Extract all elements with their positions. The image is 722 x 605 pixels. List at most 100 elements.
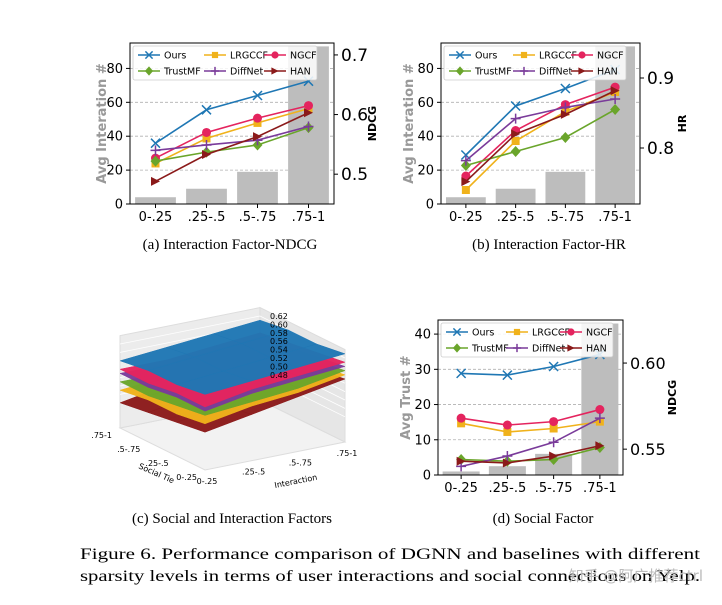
y-axis-label-interaction: Interaction xyxy=(274,473,318,490)
y-axis-label-left: Avg Trust # xyxy=(399,355,414,439)
point-ngcf-1 xyxy=(502,420,512,430)
y-tick-label-interaction: .75-1 xyxy=(337,449,358,458)
y-tick-label-left: 20 xyxy=(414,398,431,413)
plot-frame xyxy=(437,319,624,476)
y-tick-label-left: 20 xyxy=(106,164,123,179)
point-ours-2 xyxy=(252,90,263,101)
series-line-trustmf xyxy=(461,446,601,463)
y-tick-label-left: 0 xyxy=(423,469,431,484)
y-tick-label-left: 30 xyxy=(414,363,431,378)
legend-label-han: HAN xyxy=(586,344,607,355)
series-line-han xyxy=(155,112,309,183)
point-han-3 xyxy=(595,441,605,451)
legend-label-han: HAN xyxy=(290,67,311,78)
point-han-2 xyxy=(253,132,262,142)
series-line-lrgccf xyxy=(460,420,600,433)
y-tick-label-right: 0.55 xyxy=(630,440,666,459)
legend-label-ours: Ours xyxy=(164,51,186,62)
y-tick-label-left: 0 xyxy=(426,198,434,213)
y-tick-label-left: 10 xyxy=(414,433,431,448)
surface-ours xyxy=(269,343,346,368)
legend-marker-ngcf xyxy=(567,328,575,336)
watermark: 知乎 @阿广推荐ctrl xyxy=(569,567,703,585)
legend-label-lrgccf: LRGCCF xyxy=(532,328,570,339)
point-trustmf-3 xyxy=(610,104,621,115)
y-tick-label-right: 0.6 xyxy=(341,106,368,126)
caption-a: (a) Interaction Factor-NDCG xyxy=(143,237,318,253)
y-tick-label-interaction: .25-.5 xyxy=(242,468,265,477)
z-tick-label: 0.56 xyxy=(270,337,288,346)
point-lrgccf-1 xyxy=(503,427,512,436)
caption-c: (c) Social and Interaction Factors xyxy=(132,511,332,527)
point-trustmf-0 xyxy=(150,155,161,167)
point-ours-2 xyxy=(548,361,559,372)
legend-marker-ngcf xyxy=(578,51,586,59)
y-tick-label-left: 20 xyxy=(417,164,434,179)
figure-caption-line1: Figure 6. Performance comparison of DGNN… xyxy=(80,546,701,563)
legend-marker-han xyxy=(567,344,575,352)
y-tick-label-right: 0.7 xyxy=(341,46,368,66)
legend-label-diffnet: DiffNet xyxy=(539,67,572,78)
point-ours-0 xyxy=(456,368,467,379)
y-axis-label-left: Avg Interation # xyxy=(95,63,110,184)
y-tick-label-interaction: 0-.25 xyxy=(197,477,218,486)
plot-frame xyxy=(440,42,641,205)
series-line-ngcf xyxy=(155,104,309,159)
legend-label-trustmf: TrustMF xyxy=(474,67,512,78)
legend-marker-lrgccf xyxy=(211,51,219,59)
y-tick-label-right: 0.60 xyxy=(630,354,666,373)
x-tick-label-social: .25-.5 xyxy=(145,459,168,468)
point-trustmf-1 xyxy=(510,146,521,157)
legend-label-ngcf: NGCF xyxy=(290,51,317,62)
point-han-1 xyxy=(511,129,521,139)
legend: Ours LRGCCF NGCF TrustMF DiffNet HAN xyxy=(443,45,627,81)
point-han-3 xyxy=(304,108,313,118)
bar-.5-.75 xyxy=(545,171,586,204)
x-tick-label: .75-1 xyxy=(598,210,632,225)
point-diffnet-1 xyxy=(201,139,212,150)
point-han-1 xyxy=(202,150,211,160)
legend-marker-ours xyxy=(452,327,462,337)
figure-caption-line2: sparsity levels in terms of user interac… xyxy=(80,568,700,585)
y-axis-label-right: HR xyxy=(676,114,689,132)
point-han-1 xyxy=(502,458,512,468)
y-axis-label-right: NDCG xyxy=(366,106,379,141)
chart-interaction-ndcg: 0 20 40 60 80 0.5 0.6 0.7 0-.25 .25-.5 .5-.75 .75-1… xyxy=(95,42,379,225)
bar-0-.25 xyxy=(442,471,480,475)
y-tick-label-left: 60 xyxy=(106,96,123,111)
x-tick-label-social: 0-.25 xyxy=(176,473,197,482)
y-tick-label-right: 0.5 xyxy=(341,165,368,185)
legend-marker-trustmf xyxy=(144,66,154,76)
x-tick-label: .75-1 xyxy=(292,210,326,225)
point-diffnet-2 xyxy=(560,102,571,113)
y-tick-label-left: 0 xyxy=(115,198,123,213)
y-tick-label-left: 80 xyxy=(106,62,123,77)
legend-marker-diffnet xyxy=(512,343,522,353)
y-tick-label-interaction: .5-.75 xyxy=(289,458,312,467)
caption-b: (b) Interaction Factor-HR xyxy=(472,237,626,253)
point-lrgccf-0 xyxy=(457,419,466,428)
chart-3d-social-interaction: 0.620.600.580.560.540.520.500.48 0-.25 .25… xyxy=(91,306,358,490)
legend-marker-ours xyxy=(144,50,154,60)
legend-marker-ngcf xyxy=(271,51,279,59)
series-line-lrgccf xyxy=(155,107,309,165)
point-lrgccf-2 xyxy=(253,118,262,127)
series-line-ngcf xyxy=(461,408,601,426)
point-diffnet-1 xyxy=(510,113,521,124)
z-tick-label: 0.50 xyxy=(270,362,288,371)
x-tick-label: .25-.5 xyxy=(488,481,526,496)
bar-.25-.5 xyxy=(488,466,526,475)
legend-label-lrgccf: LRGCCF xyxy=(230,51,268,62)
point-lrgccf-1 xyxy=(511,137,520,145)
point-ours-0 xyxy=(150,138,161,149)
point-ours-1 xyxy=(201,104,212,115)
point-han-3 xyxy=(610,86,620,96)
y-tick-label-left: 60 xyxy=(417,96,434,111)
z-tick-label: 0.62 xyxy=(270,312,288,321)
x-tick-label: .25-.5 xyxy=(188,210,226,225)
x-tick-label: 0-.25 xyxy=(444,481,478,496)
legend: Ours LRGCCF NGCF TrustMF DiffNet HAN xyxy=(440,322,614,358)
legend-marker-han xyxy=(578,67,586,75)
z-tick-label: 0.54 xyxy=(270,346,288,355)
y-tick-label-right: 0.9 xyxy=(647,69,674,89)
